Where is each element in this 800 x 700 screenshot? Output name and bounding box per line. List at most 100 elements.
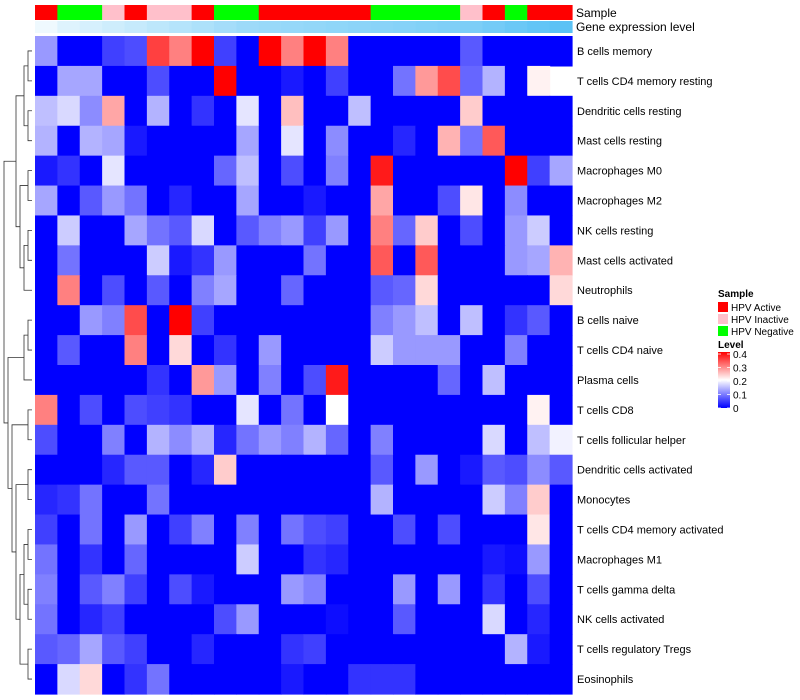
heatmap-cell	[303, 514, 327, 546]
dendrogram-branch	[11, 424, 28, 553]
heatmap-cell	[303, 275, 327, 306]
heatmap-cell	[258, 544, 282, 575]
heatmap-cell	[146, 424, 170, 456]
heatmap-cell	[325, 335, 349, 366]
heatmap-cell	[281, 394, 305, 426]
heatmap-cell	[35, 215, 58, 246]
heatmap-cell	[415, 245, 439, 276]
sample-annotation-cell	[258, 5, 282, 20]
heatmap-cell	[79, 305, 103, 336]
sample-legend-swatch	[718, 314, 728, 324]
heatmap-cell	[393, 275, 416, 306]
heatmap-cell	[325, 634, 349, 665]
sample-annotation-cell	[348, 5, 372, 20]
sample-annotation-cell	[214, 5, 237, 20]
level-annotation-cell	[527, 21, 551, 33]
heatmap-cell	[146, 185, 170, 217]
heatmap-cell	[57, 65, 81, 97]
heatmap-cell	[236, 215, 260, 246]
row-label: NK cells activated	[577, 614, 664, 626]
heatmap-cell	[370, 514, 394, 546]
heatmap-cell	[146, 454, 170, 486]
heatmap-cell	[236, 155, 260, 187]
heatmap-cell	[35, 544, 58, 575]
heatmap-cell	[527, 155, 551, 187]
heatmap-cell	[460, 215, 484, 246]
dendrogram-branch	[27, 648, 32, 680]
heatmap-cell	[281, 215, 305, 246]
level-annotation-cell	[281, 21, 305, 33]
heatmap-cell	[57, 185, 81, 217]
heatmap-cell	[124, 155, 148, 187]
heatmap-cell	[325, 604, 349, 635]
heatmap-cell	[236, 424, 260, 456]
sample-annotation-cell	[303, 5, 327, 20]
heatmap-cell	[214, 155, 237, 187]
level-annotation-cell	[79, 21, 103, 33]
heatmap-cell	[169, 454, 193, 486]
heatmap-cell	[370, 365, 394, 396]
heatmap-cell	[79, 394, 103, 426]
heatmap-cell	[437, 155, 461, 187]
heatmap-cell	[57, 664, 81, 695]
heatmap-cell	[79, 604, 103, 635]
heatmap-cell	[482, 424, 506, 456]
heatmap-cell	[348, 544, 372, 575]
heatmap-cell	[437, 454, 461, 486]
heatmap-cell	[214, 36, 237, 67]
sample-annotation-cell	[124, 5, 148, 20]
heatmap-cell	[348, 664, 372, 695]
heatmap-cell	[370, 275, 394, 306]
heatmap-cell	[437, 215, 461, 246]
heatmap-cell	[191, 65, 215, 97]
heatmap-cell	[437, 365, 461, 396]
sample-annotation-cell	[281, 5, 305, 20]
heatmap-cell	[281, 245, 305, 276]
heatmap-cell	[214, 394, 237, 426]
heatmap-cell	[214, 95, 237, 127]
row-label: Macrophages M0	[577, 166, 662, 178]
heatmap-cell	[102, 36, 126, 67]
heatmap-cell	[325, 95, 349, 127]
level-annotation-cell	[35, 21, 58, 33]
heatmap-cell	[258, 365, 282, 396]
heatmap-cell	[437, 424, 461, 456]
heatmap-cell	[214, 305, 237, 336]
heatmap-cell	[325, 215, 349, 246]
heatmap-cell	[393, 185, 416, 217]
row-label: Plasma cells	[577, 375, 639, 387]
heatmap-cell	[281, 125, 305, 157]
heatmap-cell	[214, 514, 237, 546]
heatmap-cell	[348, 155, 372, 187]
sample-annotation-cell	[460, 5, 484, 20]
row-label: Dendritic cells activated	[577, 465, 693, 477]
heatmap-cell	[57, 454, 81, 486]
heatmap-cell	[102, 634, 126, 665]
annotation-track-labels: Sample Gene expression level	[576, 6, 695, 34]
heatmap-cell	[504, 604, 528, 635]
heatmap-cell	[527, 424, 551, 456]
heatmap-cell	[460, 36, 484, 67]
gene-expression-level-track-label: Gene expression level	[576, 20, 695, 34]
heatmap-cell	[393, 484, 416, 516]
sample-annotation-cell	[527, 5, 551, 20]
heatmap-cell	[370, 65, 394, 97]
heatmap-cell	[549, 245, 573, 276]
dendrogram-branch	[27, 170, 32, 201]
dendrogram-branch	[23, 65, 28, 127]
heatmap-cell	[504, 664, 528, 695]
heatmap-cell	[102, 484, 126, 516]
heatmap-cell	[348, 95, 372, 127]
heatmap-cell	[79, 544, 103, 575]
heatmap-cell	[258, 514, 282, 546]
heatmap-cell	[325, 305, 349, 336]
heatmap-cell	[549, 365, 573, 396]
level-annotation-cell	[504, 21, 528, 33]
heatmap-cell	[214, 65, 237, 97]
heatmap-cell	[191, 424, 215, 456]
heatmap-cell	[482, 275, 506, 306]
heatmap-cell	[415, 484, 439, 516]
level-annotation-cell	[236, 21, 260, 33]
heatmap-cell	[236, 454, 260, 486]
sample-annotation-cell	[393, 5, 416, 20]
